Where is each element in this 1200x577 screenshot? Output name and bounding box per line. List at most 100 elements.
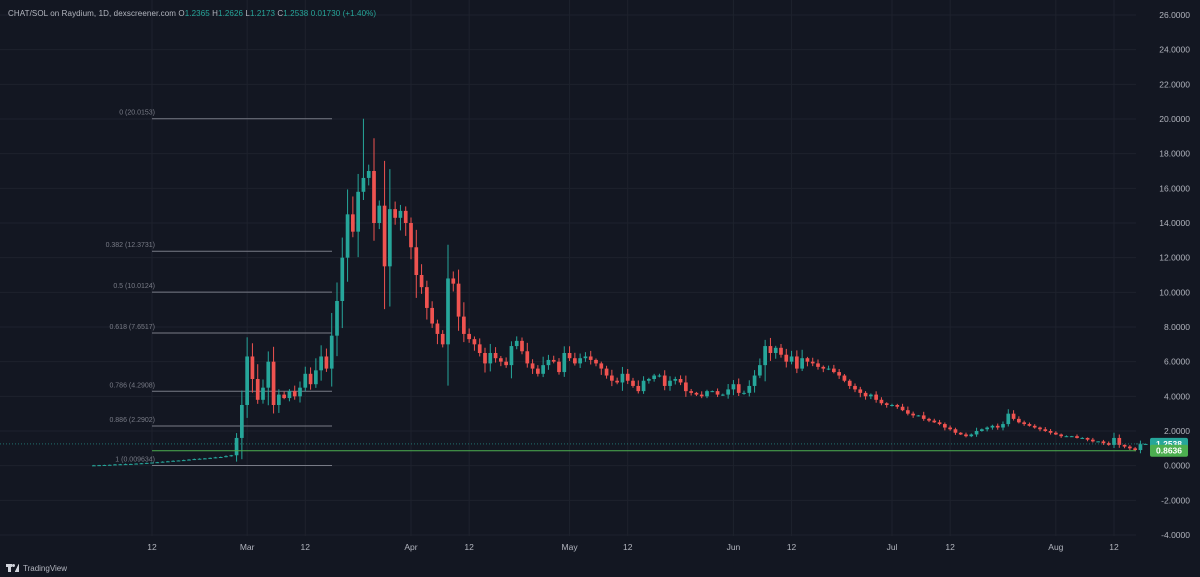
- candle-body: [129, 463, 133, 465]
- price-axis[interactable]: 26.0000 24.0000 22.0000 20.0000 18.0000 16.00…: [1150, 10, 1190, 540]
- candle-body: [1032, 425, 1037, 428]
- candle-body: [842, 375, 847, 381]
- x-tick-label: 12: [1109, 542, 1119, 552]
- candle-body: [620, 373, 625, 383]
- candle-body: [134, 463, 138, 465]
- candle-body: [377, 205, 382, 223]
- time-axis[interactable]: 12 Mar 12 Apr 12 May 12 Jun 12 Jul 12 Aug 12: [147, 542, 1119, 552]
- candle-body: [1112, 437, 1116, 445]
- candle-body: [974, 431, 979, 435]
- y-tick-label: 6.0000: [1164, 357, 1190, 367]
- candle-body: [985, 427, 989, 430]
- candle-body: [953, 429, 958, 433]
- candle-body: [303, 373, 308, 388]
- candle-body: [282, 394, 286, 399]
- candle-body: [261, 387, 265, 400]
- candle-body: [694, 392, 699, 395]
- brand-label: TradingView: [23, 563, 68, 573]
- candle-body: [1038, 427, 1042, 430]
- candle-body: [192, 459, 197, 461]
- candle-body: [462, 316, 466, 334]
- candle-body: [224, 456, 228, 458]
- candle-body: [863, 392, 868, 397]
- candle-body: [958, 432, 963, 435]
- candle-body: [440, 333, 445, 345]
- y-tick-label: 10.0000: [1159, 287, 1190, 297]
- candle-body: [160, 461, 165, 463]
- candle-body: [752, 375, 757, 386]
- candle-body: [853, 385, 857, 390]
- candle-body: [335, 301, 339, 336]
- candle-body: [1138, 444, 1143, 451]
- candle-body: [340, 257, 345, 301]
- candle-body: [583, 356, 588, 359]
- candle-body: [1027, 424, 1032, 426]
- candle-body: [567, 353, 572, 359]
- candle-body: [171, 460, 175, 462]
- candle-body: [699, 394, 704, 397]
- candle-body: [1075, 436, 1079, 438]
- y-tick-label: 24.0000: [1159, 45, 1190, 55]
- candle-body: [213, 457, 218, 459]
- fib-level-label: 0.886 (2.2902): [109, 417, 155, 424]
- candle-body: [483, 353, 487, 364]
- x-tick-label: 12: [623, 542, 633, 552]
- candle-body: [356, 191, 360, 232]
- price-lines: [0, 443, 1146, 452]
- candle-body: [763, 346, 767, 366]
- close-value: 1.2538: [283, 9, 309, 18]
- candle-body: [594, 359, 598, 364]
- candle-body: [1011, 413, 1016, 419]
- candle-body: [324, 356, 329, 369]
- candle-body: [874, 394, 878, 400]
- candle-body: [943, 424, 947, 428]
- line-price-badge: [1150, 444, 1188, 457]
- candle-body: [414, 247, 419, 275]
- candle-body: [1101, 441, 1106, 444]
- candle-body: [647, 379, 651, 381]
- candle-body: [578, 358, 582, 364]
- candle-body: [329, 335, 334, 369]
- symbol-legend[interactable]: CHAT/SOL on Raydium, 1D, dexscreener.com…: [8, 9, 376, 18]
- candle-body: [1064, 436, 1069, 438]
- candle-body: [810, 361, 815, 364]
- candle-body: [964, 434, 968, 437]
- fib-retracement[interactable]: 0 (20.0153) 0.382 (12.3731) 0.5 (10.0124) 0…: [106, 110, 332, 466]
- candle-body: [710, 391, 715, 393]
- candle-body: [837, 372, 841, 376]
- high-key: H: [212, 9, 219, 18]
- fib-level-label: 0.382 (12.3731): [106, 242, 155, 249]
- candle-body: [980, 429, 984, 431]
- y-tick-label: 20.0000: [1159, 114, 1190, 124]
- line-price-label: 0.8636: [1156, 446, 1182, 456]
- candle-body: [1054, 432, 1058, 435]
- tradingview-brand[interactable]: TradingView: [6, 562, 67, 574]
- candle-body: [1022, 422, 1026, 425]
- candle-body: [599, 363, 604, 369]
- candle-body: [684, 382, 688, 392]
- candle-body: [456, 283, 461, 317]
- candle-body: [425, 287, 429, 308]
- tradingview-logo-icon: [6, 564, 20, 572]
- candle-body: [203, 458, 207, 460]
- candle-body: [969, 434, 974, 437]
- candle-body: [245, 356, 249, 405]
- candle-body: [430, 307, 434, 324]
- candle-body: [742, 392, 746, 394]
- x-tick-label: Jul: [887, 542, 898, 552]
- candle-body: [314, 370, 318, 385]
- candle-body: [435, 323, 440, 334]
- candle-body: [446, 278, 450, 345]
- candle-body: [255, 379, 260, 400]
- candle-body: [240, 405, 244, 438]
- candle-body: [525, 351, 530, 364]
- fib-level-label: 0 (20.0153): [119, 110, 155, 117]
- candle-body: [721, 394, 725, 396]
- candle-body: [393, 209, 397, 218]
- candle-body: [673, 379, 678, 381]
- candle-body: [615, 380, 619, 383]
- candle-body: [419, 275, 424, 288]
- candle-body: [1106, 443, 1111, 445]
- candle-body: [789, 356, 794, 362]
